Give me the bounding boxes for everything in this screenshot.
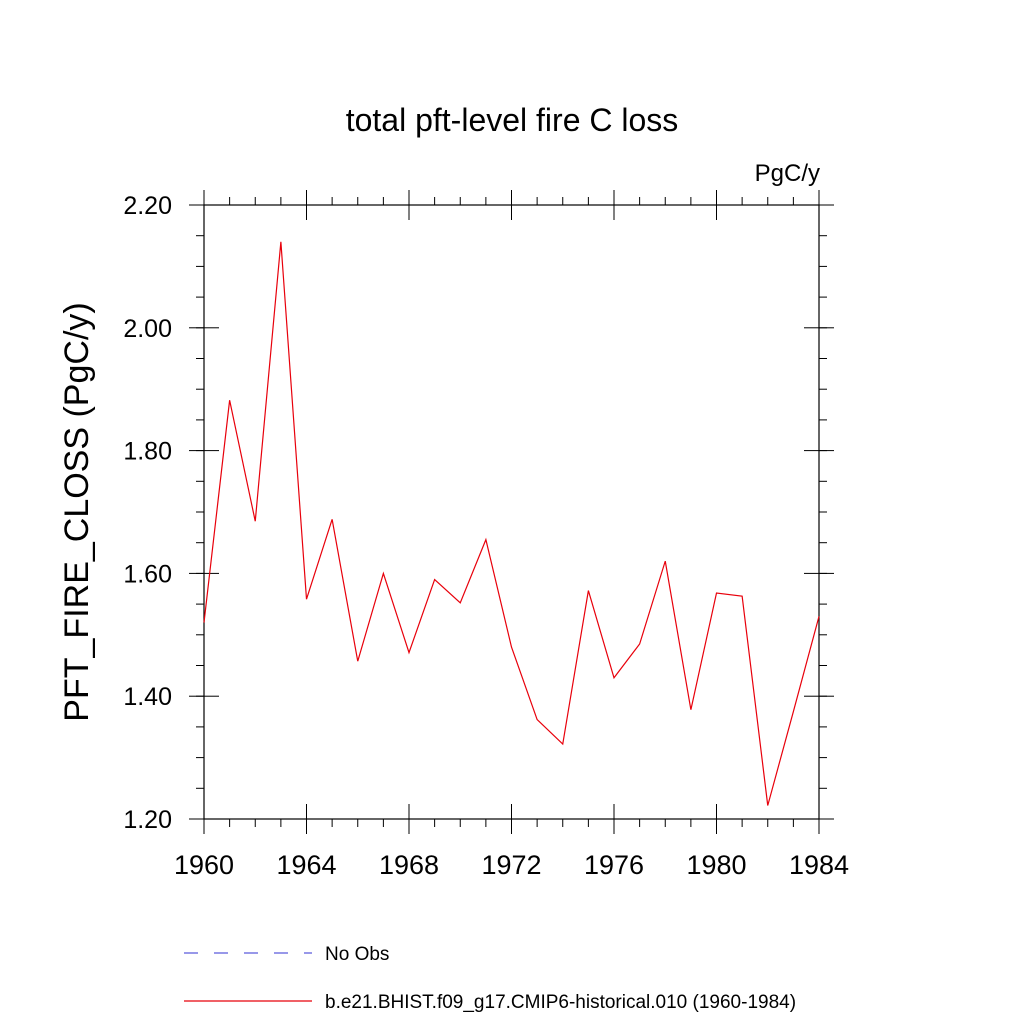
x-tick-label: 1976 (584, 850, 644, 880)
units-label: PgC/y (755, 160, 820, 187)
x-tick-label: 1968 (379, 850, 439, 880)
y-axis-label: PFT_FIRE_CLOSS (PgC/y) (58, 302, 96, 721)
x-tick-label: 1972 (481, 850, 541, 880)
series-lines (203, 241, 820, 806)
y-tick-label: 2.20 (123, 192, 172, 220)
y-tick-label: 1.20 (123, 806, 172, 834)
y-tick-label: 1.60 (123, 560, 172, 588)
y-tick-label: 1.80 (123, 438, 172, 466)
chart-title: total pft-level fire C loss (346, 102, 679, 138)
x-tick-label: 1980 (686, 850, 746, 880)
axis-tick-labels: 1960 1964 1968 1972 1976 1980 1984 1.20 1.40 1.60… (123, 192, 849, 880)
plot-frame (203, 204, 820, 820)
legend-label: b.e21.BHIST.f09_g17.CMIP6-historical.010… (325, 992, 796, 1013)
x-tick-label: 1964 (276, 850, 336, 880)
y-tick-label: 2.00 (123, 315, 172, 343)
x-tick-label: 1960 (174, 850, 234, 880)
series-line (203, 241, 820, 806)
axis-ticks (189, 190, 834, 834)
legend: No Obs b.e21.BHIST.f09_g17.CMIP6-historic… (184, 944, 796, 1013)
legend-label: No Obs (325, 944, 389, 965)
x-tick-label: 1984 (789, 850, 849, 880)
y-tick-label: 1.40 (123, 683, 172, 711)
